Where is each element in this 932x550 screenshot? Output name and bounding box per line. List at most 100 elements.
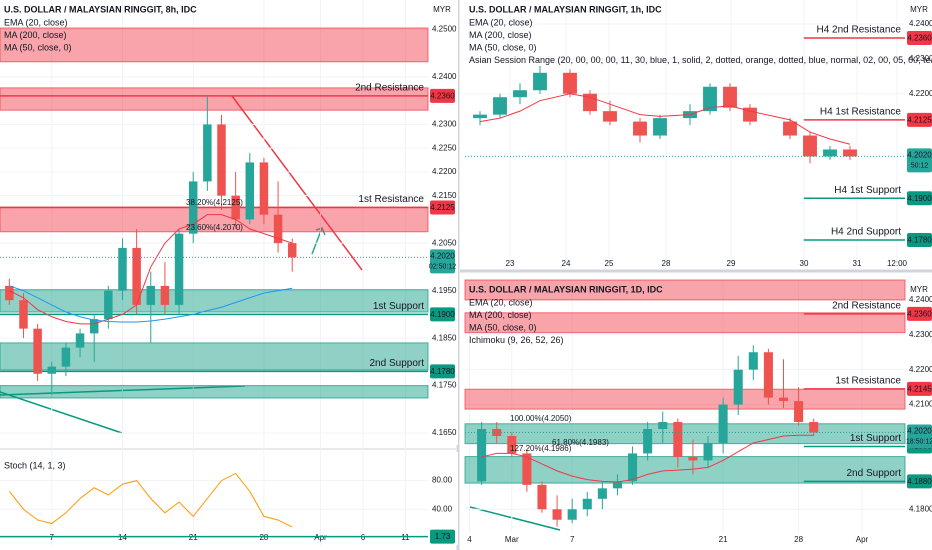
price-badge: [907, 474, 932, 489]
x-tick-label: 7: [570, 535, 575, 544]
candle-body: [552, 509, 562, 520]
legend-entry: MA (50, close, 0): [469, 42, 537, 52]
candle-body: [174, 233, 184, 305]
fib-label: 61.80%(4.1983): [552, 438, 609, 447]
level-label: 1st Support: [373, 301, 424, 312]
candle-body: [563, 72, 577, 94]
currency: MYR: [910, 5, 928, 14]
candle-body: [104, 290, 113, 320]
trend-line: [469, 506, 561, 531]
zone: [464, 279, 906, 301]
price-badge-label: 4.1880: [907, 477, 932, 486]
zone: [0, 385, 429, 399]
candle-body: [783, 121, 797, 136]
currency: MYR: [910, 285, 928, 294]
legend-entry: EMA (20, close): [4, 17, 68, 27]
candle-body: [673, 422, 683, 457]
level-label: H4 1st Resistance: [820, 106, 902, 117]
chart-title: U.S. DOLLAR / MALAYSIAN RINGGIT, 1D, IDC: [469, 284, 663, 294]
x-tick-label: 30: [800, 259, 809, 268]
candle-body: [803, 135, 817, 157]
legend-entry: MA (200, close): [4, 30, 67, 40]
x-tick-label: 21: [719, 535, 728, 544]
stoch-line: [8, 472, 293, 528]
candle-body: [597, 488, 607, 499]
price-badge: [907, 112, 932, 127]
y-tick-label: 4.2300: [909, 54, 932, 63]
candle-body: [513, 90, 527, 98]
legend-entry: Asian Session Range (20, 00, 00, 00, 11,…: [469, 55, 932, 65]
zone: [0, 206, 429, 233]
x-tick-label: 24: [562, 259, 571, 268]
price-badge: [907, 381, 932, 396]
level-label: 2nd Resistance: [355, 83, 424, 94]
y-tick-label: 4.2300: [909, 330, 932, 339]
y-tick-label: 4.2300: [432, 120, 457, 129]
y-tick-label: 4.2200: [909, 365, 932, 374]
candle-body: [493, 97, 507, 115]
candle-body: [628, 453, 638, 482]
indicator-line: [481, 434, 814, 483]
y-tick-label: 40.00: [432, 504, 453, 513]
candle-body: [743, 107, 757, 122]
x-tick-label: 14: [118, 533, 127, 542]
chart-title: U.S. DOLLAR / MALAYSIAN RINGGIT, 1h, IDC: [469, 4, 662, 14]
price-badge: [430, 307, 455, 322]
candle-body: [522, 453, 532, 485]
price-badge: [907, 30, 932, 45]
x-tick-label: Apr: [314, 533, 327, 542]
trend-line: [0, 391, 123, 434]
currency: MYR: [433, 5, 451, 14]
candle-body: [19, 300, 28, 329]
fib-label: 127.20%(4.1986): [510, 444, 572, 453]
countdown: 02:50:12: [429, 263, 456, 270]
candle-body: [703, 442, 713, 461]
price-badge-label: 4.2360: [907, 34, 932, 43]
zone: [0, 87, 429, 111]
last-price-badge: [907, 424, 932, 449]
candle-body: [809, 422, 819, 433]
trend-line: [231, 95, 363, 271]
price-badge: [907, 191, 932, 206]
candle-body: [231, 195, 240, 220]
level-label: 1st Support: [850, 433, 901, 444]
legend-entry: EMA (20, close): [469, 17, 533, 27]
y-tick-label: 4.1800: [909, 504, 932, 513]
candle-body: [47, 366, 57, 374]
candle-body: [703, 86, 717, 112]
y-tick-label: 80.00: [432, 476, 453, 485]
level-label: H4 1st Support: [834, 185, 901, 196]
zone: [464, 312, 906, 334]
candle-body: [794, 401, 804, 423]
legend-entry: MA (50, close, 0): [4, 42, 72, 52]
last-price-badge: [430, 249, 455, 274]
price-badge-label: 4.1900: [907, 194, 932, 203]
zone: [464, 423, 906, 445]
candle-body: [203, 124, 212, 182]
y-tick-label: 4.2200: [432, 167, 457, 176]
y-tick-label: 4.2250: [432, 143, 457, 152]
zone: [0, 342, 429, 371]
price-badge: [430, 364, 455, 379]
candle-body: [245, 162, 255, 220]
y-tick-label: 4.2050: [432, 238, 457, 247]
price-badge-label: 4.2360: [430, 92, 455, 101]
stoch-badge: [430, 529, 455, 544]
candle-body: [507, 435, 517, 454]
candle-body: [492, 429, 502, 436]
y-tick-label: 4.2100: [909, 400, 932, 409]
candle-body: [748, 352, 758, 370]
indicator-line: [479, 93, 851, 145]
candle-body: [823, 149, 837, 157]
y-tick-label: 4.2500: [432, 25, 457, 34]
y-tick-label: 4.2400: [909, 19, 932, 28]
x-tick-label: 11: [401, 533, 410, 542]
y-tick-label: 4.2150: [432, 191, 457, 200]
x-tick-label: 29: [727, 259, 736, 268]
legend-entry: MA (200, close): [469, 30, 532, 40]
candle-body: [473, 114, 487, 119]
candle-body: [718, 404, 728, 443]
zone: [0, 27, 429, 63]
x-tick-label: Apr: [856, 535, 869, 544]
